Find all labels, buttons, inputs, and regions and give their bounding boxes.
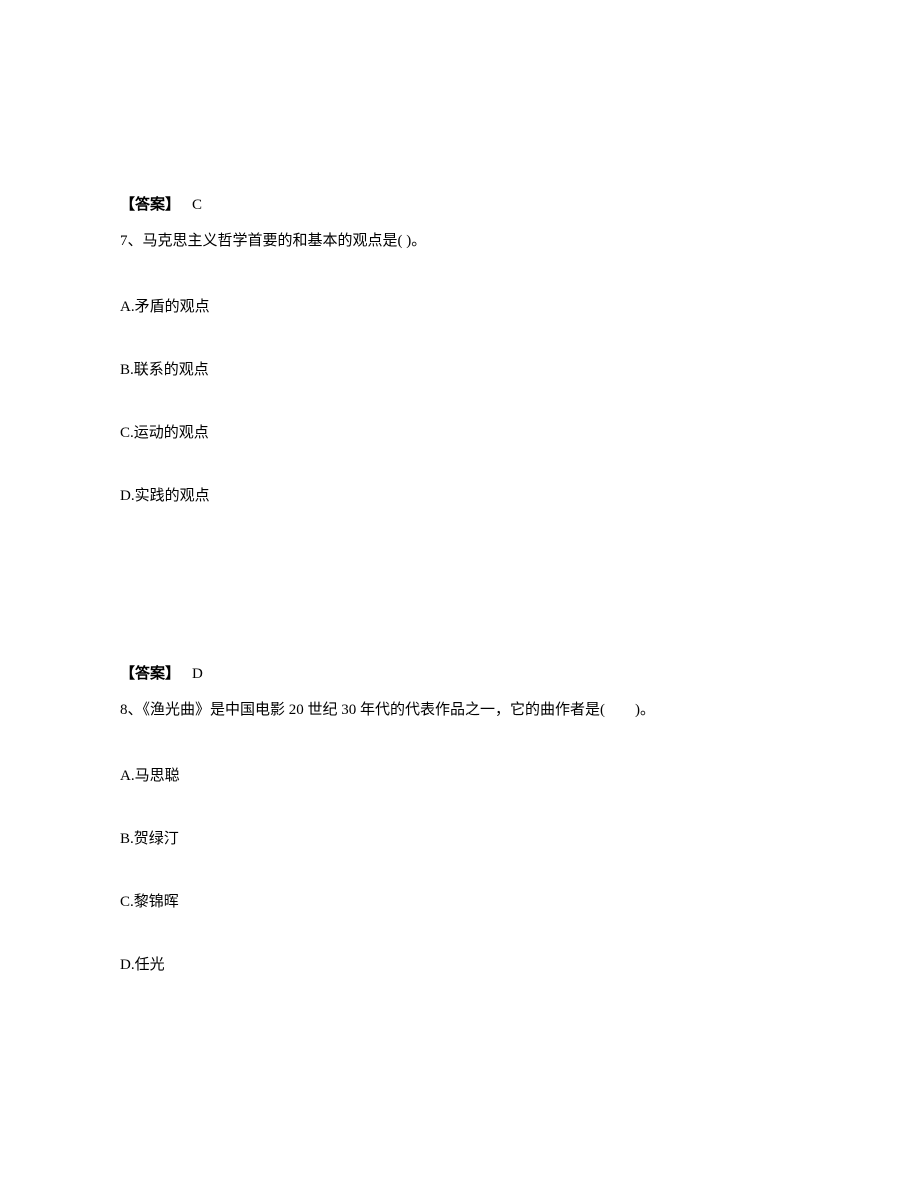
answer-block-1: 【答案】 C <box>120 193 820 214</box>
question-7-option-d: D.实践的观点 <box>120 484 820 505</box>
answer-label-2: 【答案】 <box>120 666 180 682</box>
question-8-number: 8、 <box>120 702 143 718</box>
question-8-option-a: A.马思聪 <box>120 764 820 785</box>
spacing-gap-1 <box>120 547 820 662</box>
question-7-number: 7、 <box>120 233 143 249</box>
answer-value-2: D <box>192 666 203 682</box>
question-8-option-b: B.贺绿汀 <box>120 827 820 848</box>
question-7: 7、马克思主义哲学首要的和基本的观点是( )。 <box>120 229 820 253</box>
question-7-option-a: A.矛盾的观点 <box>120 295 820 316</box>
question-8-text: 《渔光曲》是中国电影 20 世纪 30 年代的代表作品之一，它的曲作者是( )。 <box>143 702 656 718</box>
answer-label-1: 【答案】 <box>120 197 180 213</box>
answer-value-1: C <box>192 197 202 213</box>
question-7-option-b: B.联系的观点 <box>120 358 820 379</box>
question-8: 8、《渔光曲》是中国电影 20 世纪 30 年代的代表作品之一，它的曲作者是( … <box>120 698 820 722</box>
question-8-option-d: D.任光 <box>120 953 820 974</box>
question-8-option-c: C.黎锦晖 <box>120 890 820 911</box>
question-7-option-c: C.运动的观点 <box>120 421 820 442</box>
document-content: 【答案】 C 7、马克思主义哲学首要的和基本的观点是( )。 A.矛盾的观点 B.… <box>0 0 920 974</box>
answer-block-2: 【答案】 D <box>120 662 820 683</box>
question-7-text: 马克思主义哲学首要的和基本的观点是( )。 <box>143 233 427 249</box>
